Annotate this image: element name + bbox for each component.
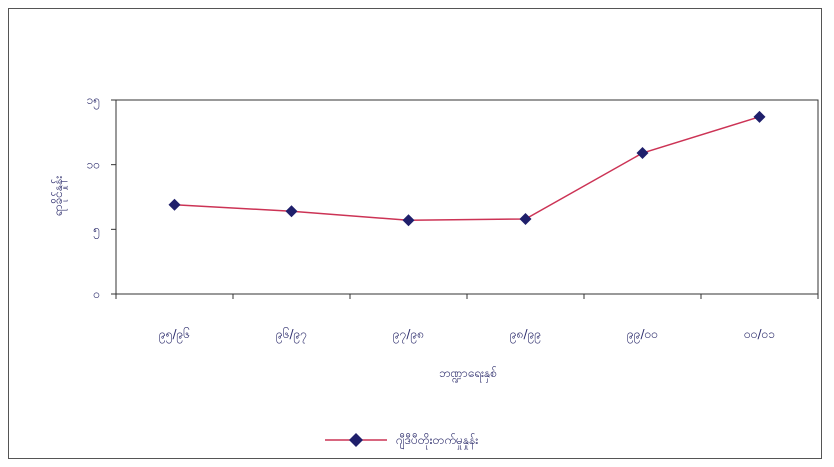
data-point-diamond	[636, 147, 649, 160]
legend: ဂျီဒီပီတိုးတက်မှုနှုန်း	[325, 432, 478, 450]
series-lines	[174, 116, 760, 222]
y-axis-ticks: ၀ ၅ ၁၀ ၁၅	[87, 93, 116, 301]
data-point-diamond	[753, 110, 766, 123]
data-point-diamond	[519, 212, 532, 225]
x-tick-label: ၉၆/၉၇	[276, 326, 307, 344]
y-tick-label: ၀	[93, 287, 100, 301]
series-line	[174, 116, 760, 222]
series-markers	[168, 110, 766, 227]
plot-area	[115, 99, 819, 295]
y-axis-title: ရာခိုင်နှုန်း	[50, 176, 68, 217]
chart-frame	[8, 8, 822, 459]
data-point-diamond	[402, 214, 415, 227]
x-tick-label: ၉၈/၉၉	[510, 327, 541, 344]
x-tick-label: ၉၇/၉၈	[393, 327, 424, 344]
x-tick-label: ၉၉/၀၀	[627, 327, 658, 344]
data-point-diamond	[285, 205, 298, 218]
legend-diamond-marker	[349, 433, 363, 447]
y-tick-label: ၁၀	[87, 158, 101, 172]
x-axis-ticks: ၉၅/၉၆ ၉၆/၉၇ ၉၇/၉၈ ၉၈/၉၉ ၉၉/၀၀ ၀၀/၀၁	[115, 294, 819, 344]
y-tick-label: ၅	[93, 222, 100, 239]
x-tick-label: ၀၀/၀၁	[744, 327, 775, 341]
x-tick-label: ၉၅/၉၆	[159, 326, 190, 344]
data-point-diamond	[168, 198, 181, 211]
x-axis-title: ဘဏ္ဍာရေးနှစ်	[439, 365, 497, 383]
y-tick-label: ၁၅	[87, 93, 101, 110]
legend-label: ဂျီဒီပီတိုးတက်မှုနှုန်း	[396, 432, 478, 450]
